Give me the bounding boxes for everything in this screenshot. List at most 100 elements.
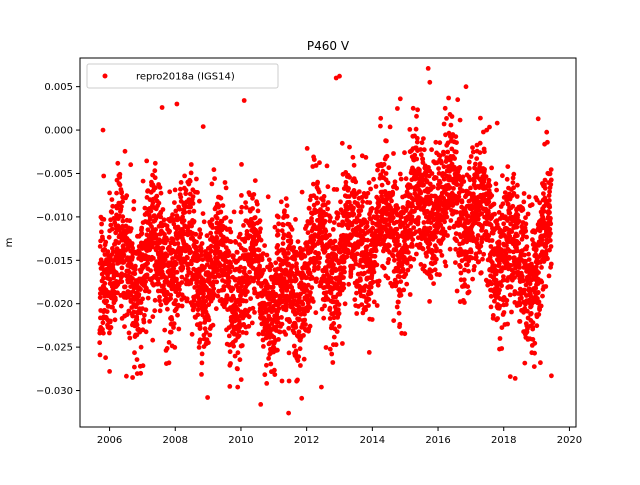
data-point: [178, 186, 183, 192]
data-point: [478, 115, 483, 121]
data-point: [501, 221, 507, 227]
data-point: [533, 252, 538, 257]
data-point: [436, 171, 442, 176]
data-point: [162, 327, 168, 333]
data-point: [295, 239, 301, 245]
data-point: [127, 218, 133, 224]
data-point: [374, 303, 380, 308]
data-point: [454, 140, 459, 146]
data-point: [266, 296, 272, 302]
data-point: [548, 167, 554, 173]
data-point: [210, 225, 216, 230]
legend-label: repro2018a (IGS14): [136, 72, 235, 83]
data-point: [174, 276, 179, 282]
data-point: [97, 295, 103, 300]
data-point: [435, 185, 441, 191]
data-point: [229, 264, 235, 270]
data-point: [500, 277, 506, 283]
data-point: [381, 265, 387, 271]
data-point: [209, 217, 215, 223]
data-point: [547, 238, 553, 243]
data-point: [100, 320, 106, 326]
data-point: [100, 327, 105, 332]
data-point: [442, 259, 448, 265]
data-point: [366, 303, 371, 308]
data-point: [188, 281, 194, 286]
data-point: [104, 309, 110, 314]
data-point: [243, 298, 249, 304]
data-point: [453, 149, 459, 155]
data-point: [152, 175, 158, 181]
data-point: [325, 200, 331, 205]
data-point: [183, 187, 189, 193]
data-point: [414, 139, 420, 145]
data-point: [347, 199, 352, 205]
data-point: [304, 146, 310, 151]
data-point: [210, 322, 216, 328]
data-point: [195, 190, 200, 195]
data-point: [419, 140, 425, 146]
data-point: [187, 178, 193, 184]
data-point: [176, 326, 182, 332]
data-point: [314, 276, 319, 282]
data-point: [408, 264, 414, 269]
data-point: [175, 241, 181, 246]
data-point: [130, 276, 135, 281]
data-point: [364, 244, 370, 250]
data-point: [387, 243, 392, 249]
data-point: [174, 261, 179, 267]
data-point: [532, 350, 537, 356]
data-point: [466, 258, 472, 264]
data-point: [226, 249, 232, 255]
data-point: [517, 265, 522, 270]
data-point: [143, 279, 149, 285]
data-point: [486, 210, 491, 216]
data-point: [110, 262, 116, 268]
data-point: [120, 214, 126, 220]
data-point: [454, 238, 459, 244]
data-point: [218, 209, 224, 215]
data-point: [331, 262, 336, 268]
data-point: [367, 200, 373, 206]
data-point: [239, 283, 245, 289]
data-point: [162, 257, 168, 263]
data-point: [442, 105, 448, 111]
data-point: [303, 322, 308, 327]
data-point: [506, 254, 512, 260]
data-point: [411, 256, 417, 262]
data-point: [385, 180, 391, 186]
data-point: [404, 244, 410, 250]
data-point: [469, 255, 475, 261]
data-point: [207, 332, 213, 338]
data-point: [398, 176, 404, 182]
data-point: [341, 285, 347, 291]
data-point: [179, 280, 185, 285]
data-point: [174, 101, 180, 107]
data-point: [350, 265, 356, 271]
data-point: [336, 311, 342, 316]
data-point: [154, 232, 159, 238]
data-point: [127, 335, 133, 341]
data-point: [245, 289, 250, 295]
data-point: [172, 187, 178, 193]
data-point: [546, 193, 552, 199]
data-point: [504, 176, 510, 182]
data-point: [485, 282, 491, 288]
data-point: [230, 286, 236, 292]
data-point: [258, 226, 263, 232]
data-point: [507, 233, 513, 239]
data-point: [240, 330, 246, 335]
data-point: [196, 257, 202, 262]
data-point: [256, 331, 262, 337]
data-point: [333, 342, 339, 348]
data-point: [375, 214, 380, 220]
data-point: [141, 319, 147, 325]
data-point: [114, 205, 120, 211]
data-point: [287, 319, 292, 325]
data-point: [392, 179, 398, 185]
data-point: [239, 193, 244, 198]
data-point: [458, 270, 464, 276]
data-point: [539, 279, 545, 285]
data-point: [170, 256, 176, 261]
data-point: [328, 215, 333, 221]
